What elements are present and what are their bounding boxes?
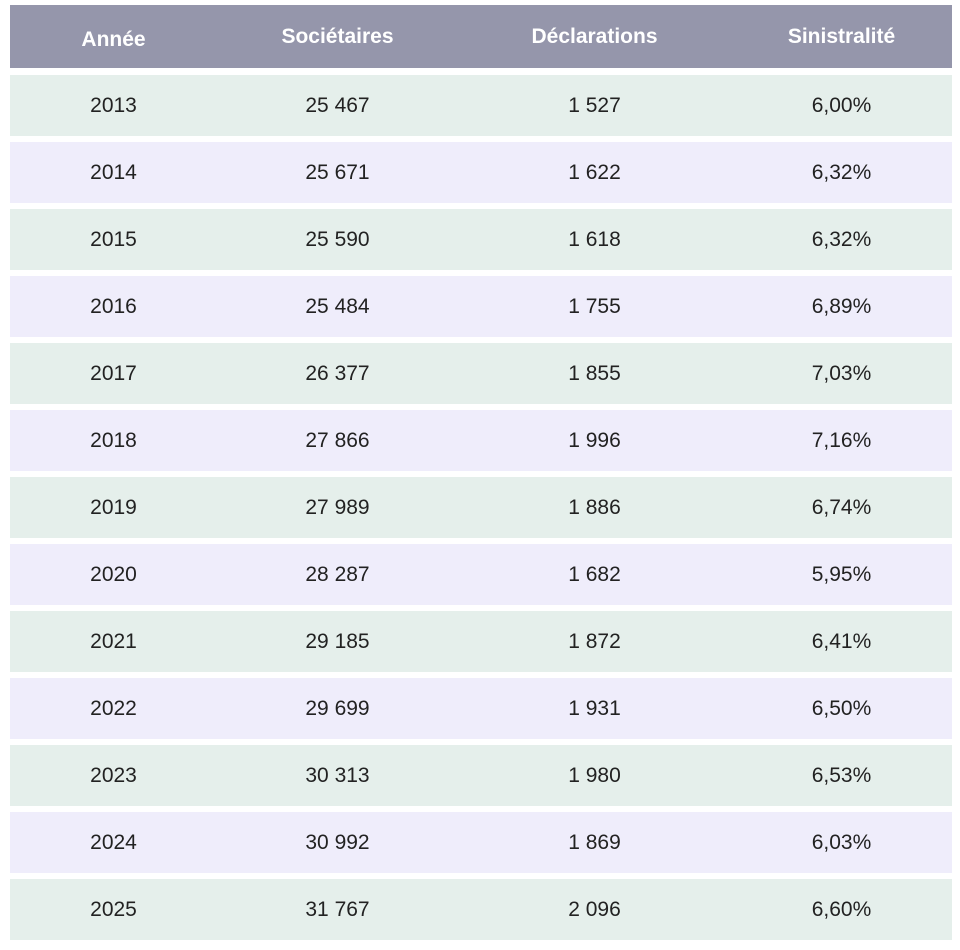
cell-annee: 2018 (90, 428, 137, 452)
table-row: 2015 25 590 1 618 6,32% (10, 209, 952, 270)
cell-societaires: 25 484 (305, 294, 370, 318)
cell-annee: 2022 (90, 696, 137, 720)
table-row: 2020 28 287 1 682 5,95% (10, 544, 952, 605)
table-row: 2018 27 866 1 996 7,16% (10, 410, 952, 471)
cell-declarations: 1 996 (568, 428, 621, 452)
header-declarations: Déclarations (531, 24, 658, 48)
cell-declarations: 1 618 (568, 227, 621, 251)
table-row: 2022 29 699 1 931 6,50% (10, 678, 952, 739)
cell-societaires: 28 287 (305, 562, 370, 586)
cell-societaires: 30 992 (305, 830, 370, 854)
cell-sinistralite: 6,00% (811, 93, 872, 117)
table-header: Année Sociétaires Déclarations Sinistral… (10, 5, 952, 68)
cell-sinistralite: 6,41% (811, 629, 872, 653)
cell-societaires: 29 699 (305, 696, 370, 720)
table-row: 2023 30 313 1 980 6,53% (10, 745, 952, 806)
cell-annee: 2025 (90, 897, 137, 921)
cell-declarations: 1 682 (568, 562, 621, 586)
cell-annee: 2019 (90, 495, 137, 519)
cell-annee: 2020 (90, 562, 137, 586)
cell-sinistralite: 6,53% (811, 763, 872, 787)
table-row: 2021 29 185 1 872 6,41% (10, 611, 952, 672)
cell-annee: 2013 (90, 93, 137, 117)
cell-societaires: 26 377 (305, 361, 370, 385)
cell-sinistralite: 6,89% (811, 294, 872, 318)
cell-declarations: 1 869 (568, 830, 621, 854)
header-annee: Année (81, 27, 146, 51)
cell-sinistralite: 7,16% (811, 428, 872, 452)
cell-societaires: 25 590 (305, 227, 370, 251)
cell-declarations: 1 527 (568, 93, 621, 117)
cell-annee: 2024 (90, 830, 137, 854)
table-row: 2025 31 767 2 096 6,60% (10, 879, 952, 940)
cell-societaires: 30 313 (305, 763, 370, 787)
table-row: 2016 25 484 1 755 6,89% (10, 276, 952, 337)
cell-declarations: 1 622 (568, 160, 621, 184)
table-row: 2013 25 467 1 527 6,00% (10, 75, 952, 136)
cell-declarations: 1 755 (568, 294, 621, 318)
cell-sinistralite: 6,50% (811, 696, 872, 720)
table-row: 2014 25 671 1 622 6,32% (10, 142, 952, 203)
header-societaires: Sociétaires (281, 24, 394, 48)
cell-sinistralite: 6,32% (811, 227, 872, 251)
cell-annee: 2015 (90, 227, 137, 251)
cell-sinistralite: 6,03% (811, 830, 872, 854)
cell-societaires: 31 767 (305, 897, 370, 921)
cell-societaires: 27 989 (305, 495, 370, 519)
cell-annee: 2016 (90, 294, 137, 318)
cell-declarations: 1 855 (568, 361, 621, 385)
table-body: 2013 25 467 1 527 6,00% 2014 25 671 1 622 6,32%… (10, 75, 952, 940)
table-row: 2017 26 377 1 855 7,03% (10, 343, 952, 404)
cell-societaires: 29 185 (305, 629, 370, 653)
cell-societaires: 27 866 (305, 428, 370, 452)
cell-declarations: 1 931 (568, 696, 621, 720)
cell-societaires: 25 467 (305, 93, 370, 117)
cell-societaires: 25 671 (305, 160, 370, 184)
cell-annee: 2023 (90, 763, 137, 787)
data-table: Année Sociétaires Déclarations Sinistral… (10, 5, 952, 940)
table-row: 2024 30 992 1 869 6,03% (10, 812, 952, 873)
cell-annee: 2017 (90, 361, 137, 385)
cell-sinistralite: 6,60% (811, 897, 872, 921)
cell-annee: 2014 (90, 160, 137, 184)
table-row: 2019 27 989 1 886 6,74% (10, 477, 952, 538)
cell-sinistralite: 5,95% (811, 562, 872, 586)
cell-declarations: 1 980 (568, 763, 621, 787)
cell-sinistralite: 6,74% (811, 495, 872, 519)
cell-declarations: 1 872 (568, 629, 621, 653)
cell-sinistralite: 7,03% (811, 361, 872, 385)
cell-declarations: 2 096 (568, 897, 621, 921)
cell-annee: 2021 (90, 629, 137, 653)
cell-sinistralite: 6,32% (811, 160, 872, 184)
cell-declarations: 1 886 (568, 495, 621, 519)
header-sinistralite: Sinistralité (787, 24, 896, 48)
